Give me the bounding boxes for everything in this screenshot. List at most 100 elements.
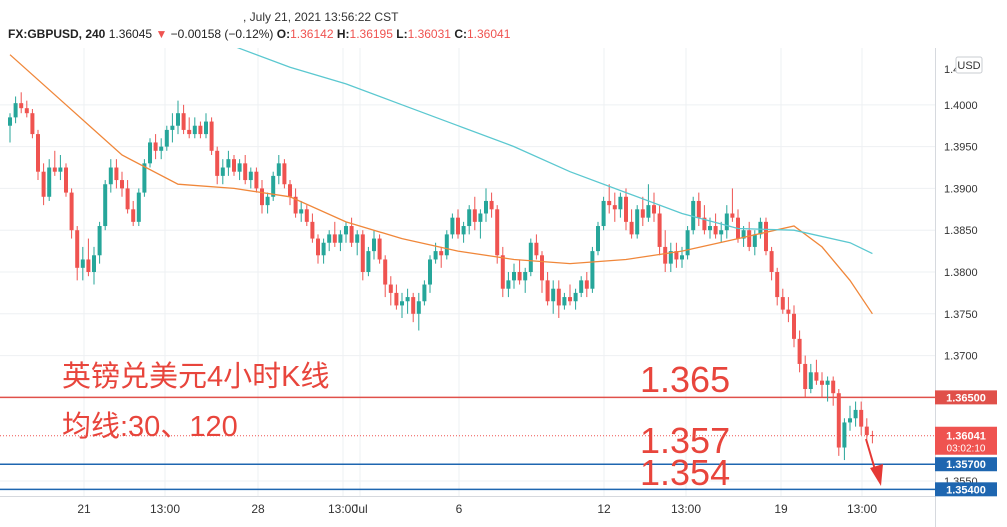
candle-body [635, 209, 640, 235]
candle-body [484, 200, 488, 214]
candle-body [506, 280, 511, 289]
candle-body [226, 159, 231, 168]
candle-body [254, 171, 259, 189]
candle-body [640, 209, 645, 218]
candle-body [316, 238, 320, 256]
candle-body [478, 213, 483, 222]
candle-body [377, 238, 382, 260]
currency-badge[interactable]: USD [955, 56, 983, 74]
candle-body [97, 226, 102, 256]
candle-body [338, 234, 343, 243]
candle-body [75, 230, 80, 268]
x-tick-label: 13:00 [671, 502, 701, 516]
candle-body [472, 209, 477, 222]
candle-body [808, 372, 813, 390]
close-value: 1.36041 [466, 27, 511, 41]
candle-body [41, 171, 46, 197]
high-label: H: [336, 27, 350, 41]
candle-body [265, 196, 270, 206]
candle-body [411, 297, 416, 314]
candle-body [680, 255, 684, 260]
candle-body [232, 159, 236, 172]
candle-body [36, 134, 40, 172]
candle-body [685, 230, 690, 256]
x-tick-label: 28 [251, 502, 265, 516]
annotation-level-1365: 1.365 [640, 359, 730, 400]
header-ohlc: FX:GBPUSD, 240 1.36045 ▼ −0.00158 (−0.12… [8, 27, 510, 41]
candle-body [142, 163, 147, 193]
candle-body [769, 251, 774, 272]
x-tick-label: 19 [774, 502, 788, 516]
open-value: 1.36142 [290, 27, 334, 41]
candle-body [433, 251, 438, 260]
candle-body [159, 146, 164, 151]
price-label: 1.35700 [946, 459, 986, 471]
candle-body [517, 272, 522, 281]
symbol-label[interactable]: FX:GBPUSD, 240 [8, 27, 106, 41]
header-datetime: , July 21, 2021 13:56:22 CST [243, 10, 399, 24]
candle-body [831, 380, 836, 394]
x-tick-label: 13:00 [847, 502, 877, 516]
annotation-level-1357: 1.357 [640, 420, 730, 461]
x-tick-label: 6 [456, 502, 463, 516]
grid-lines [0, 48, 935, 496]
y-tick-label: 1.3900 [944, 183, 978, 195]
y-axis-ticks: 1.4000 1.3950 1.3900 1.3850 1.3800 1.3750 1.37… [944, 64, 978, 488]
candle-body [243, 163, 248, 181]
y-tick-label: 1.3850 [944, 225, 978, 237]
candle-body [237, 163, 242, 172]
candle-body [836, 393, 841, 448]
candle-body [204, 121, 208, 135]
candle-body [724, 213, 729, 231]
candle-body [674, 251, 679, 260]
y-tick-label: 1.3950 [944, 142, 978, 154]
candle-body [288, 184, 292, 197]
x-tick-label: 12 [597, 502, 611, 516]
candle-body [164, 129, 169, 147]
candle-body [792, 313, 796, 339]
candle-body [551, 288, 556, 302]
annotation-level-1354: 1.354 [640, 452, 730, 493]
candle-body [556, 288, 561, 306]
candle-body [422, 284, 427, 302]
candle-body [215, 150, 220, 176]
candle-body [461, 226, 466, 235]
candle-body [187, 129, 192, 135]
candle-body [136, 192, 141, 222]
candle-body [103, 184, 108, 227]
candle-body [349, 226, 354, 243]
candle-body [859, 409, 864, 427]
candle-body [344, 226, 348, 235]
change-down-icon: ▼ [155, 27, 168, 41]
candle-body [293, 196, 298, 214]
candle-body [383, 259, 388, 285]
candle-body [741, 230, 746, 239]
current-price-label: 1.36041 [946, 431, 986, 443]
candle-body [310, 221, 315, 239]
annotation-title: 英镑兑美元4小时K线 [62, 360, 329, 393]
candle-body [64, 167, 68, 193]
x-tick-label: Jul [352, 502, 367, 516]
candle-body [327, 234, 332, 243]
low-value: 1.36031 [407, 27, 451, 41]
candle-body [148, 142, 152, 164]
candle-body [416, 301, 421, 314]
candle-body [467, 209, 472, 227]
candle-body [400, 301, 404, 306]
annotation-ma: 均线:30、120 [62, 410, 238, 443]
candle-body [618, 196, 623, 210]
candle-body [523, 272, 528, 281]
candle-body [456, 217, 460, 235]
x-tick-label: 13:00 [328, 502, 358, 516]
candle-body [52, 167, 57, 172]
candle-body [646, 205, 651, 218]
y-tick-label-partial: 1.4 [944, 64, 959, 76]
price-change: −0.00158 (−0.12%) [170, 27, 274, 41]
candle-body [13, 103, 18, 118]
candle-body [276, 163, 281, 176]
candle-body [853, 409, 858, 419]
candle-body [366, 251, 371, 272]
